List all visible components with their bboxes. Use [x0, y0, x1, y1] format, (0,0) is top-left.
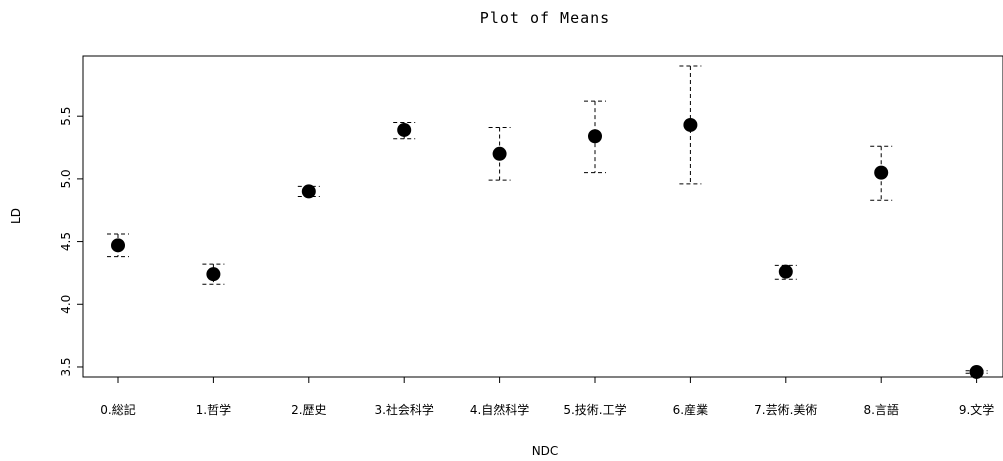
y-axis: 3.5 4.0 4.5 5.0 5.5 [59, 107, 83, 377]
x-tick-label: 1.哲学 [196, 402, 231, 417]
mean-point [111, 238, 125, 253]
x-tick-label: 2.歴史 [291, 403, 326, 417]
mean-point [492, 146, 507, 161]
chart-title: Plot of Means [480, 9, 610, 27]
plot-frame [82, 55, 1003, 378]
error-bars [107, 65, 988, 374]
x-tick-label: 0.総記 [100, 402, 135, 417]
mean-points [111, 117, 984, 379]
x-tick-label: 8.言語 [863, 402, 898, 417]
mean-point [874, 165, 889, 180]
x-tick-label: 7.芸術.美術 [754, 403, 817, 417]
x-axis-label: NDC [532, 444, 559, 458]
mean-point [683, 117, 698, 132]
y-axis-label: LD [9, 208, 23, 224]
y-tick-label: 4.0 [59, 295, 73, 314]
x-tick-label: 5.技術.工学 [563, 402, 626, 417]
x-tick-label: 3.社会科学 [374, 402, 433, 417]
mean-point [301, 184, 316, 199]
y-tick-label: 5.0 [59, 169, 73, 188]
y-tick-label: 3.5 [59, 357, 73, 376]
mean-point [778, 264, 793, 279]
x-tick-label: 6.産業 [673, 402, 708, 417]
mean-point [588, 129, 602, 144]
x-tick-label: 9.文学 [959, 402, 994, 417]
y-tick-label: 4.5 [59, 232, 73, 251]
x-axis: 0.総記 1.哲学 2.歴史 3.社会科学 4.自然科学 5.技術.工学 6.産業 7.芸術.… [100, 377, 994, 417]
mean-point [969, 364, 984, 379]
x-tick-label: 4.自然科学 [470, 402, 529, 417]
y-tick-label: 5.5 [59, 107, 73, 126]
mean-point [397, 122, 412, 137]
mean-point [206, 267, 221, 282]
